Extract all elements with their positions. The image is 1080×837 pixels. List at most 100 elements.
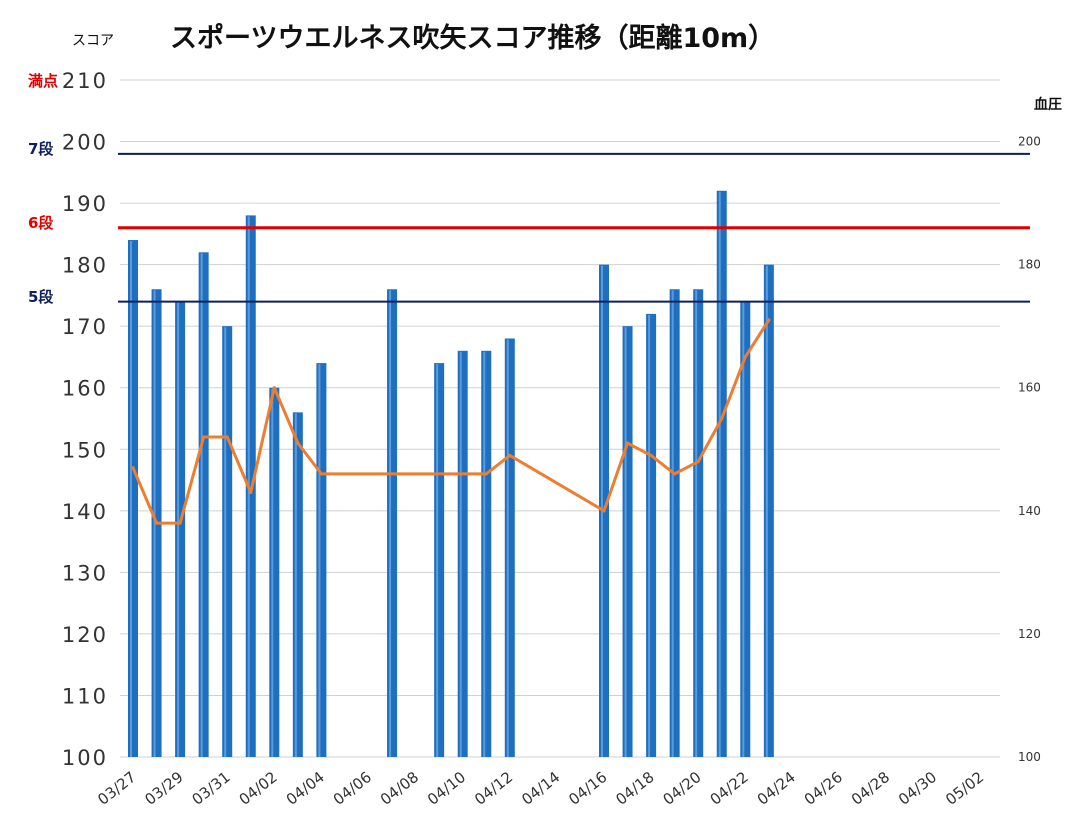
bar-highlight [436,364,439,757]
line-point [649,453,653,458]
line-point [767,318,771,322]
y-right-tick-label: 140 [1018,504,1041,518]
bar-highlight [294,413,297,757]
y-left-tick-label: 120 [62,623,108,647]
bar-highlight [459,351,462,757]
x-tick-label: 04/06 [330,768,375,809]
line-point [508,453,512,458]
reference-line-label: 7段 [28,139,54,158]
line-point [154,521,159,525]
y-right-tick-label: 180 [1018,258,1041,272]
bar [222,326,233,757]
bar [622,326,633,757]
y-left-tick-label: 140 [62,500,108,524]
x-tick-label: 04/10 [424,768,469,809]
bar [693,289,704,757]
bar-highlight [671,290,674,757]
bar-highlight [718,191,721,758]
bar [646,313,657,757]
bar-highlight [200,253,203,757]
bar [504,338,515,757]
reference-line-label: 満点 [28,72,59,90]
bar [716,190,727,758]
bar-highlight [389,290,392,757]
bar [740,301,751,757]
x-tick-label: 04/18 [612,768,657,809]
line-point [296,441,300,445]
bar-highlight [271,388,274,757]
y-left-tick-label: 150 [62,438,108,462]
bar-highlight [695,290,698,757]
y-left-tick-label: 160 [62,377,108,401]
x-tick-label: 04/08 [377,768,422,809]
bar-highlight [224,327,227,757]
y-left-tick-label: 100 [62,746,108,770]
x-tick-label: 04/02 [236,768,281,809]
y-right-tick-label: 120 [1018,627,1041,641]
y-right-tick-label: 160 [1018,381,1041,395]
bar-highlight [318,364,321,757]
bar [175,301,186,757]
x-tick-label: 03/27 [94,768,139,809]
y-left-tick-label: 180 [62,254,108,278]
bar [387,289,398,757]
x-tick-label: 04/24 [754,768,799,809]
y-left-tick-label: 170 [62,315,108,339]
x-tick-label: 04/22 [707,768,752,809]
line-point [602,509,606,513]
y-right-tick-label: 200 [1018,135,1041,149]
bar-highlight [153,290,156,757]
bar [128,240,138,757]
x-tick-label: 04/20 [660,768,705,809]
bar-highlight [624,327,627,757]
y-left-tick-label: 200 [62,131,108,155]
line-point [743,355,747,359]
bar [763,264,774,757]
x-tick-label: 03/29 [141,768,186,809]
y-left-tick-label: 130 [62,561,108,585]
bar [316,363,327,757]
bar-highlight [130,241,132,757]
bar [669,289,680,757]
line-point [178,521,182,525]
x-tick-label: 03/31 [189,768,234,809]
bar-highlight [506,339,509,757]
y-left-tick-label: 190 [62,192,108,216]
reference-line-label: 5段 [28,287,54,306]
line-point [249,490,253,494]
reference-line-label: 6段 [28,213,54,232]
bar-highlight [765,265,768,757]
line-point [696,459,700,464]
line-point [202,435,206,439]
bar-highlight [483,351,486,757]
x-tick-label: 04/16 [565,768,610,809]
bar-highlight [648,314,651,757]
chart-title: スポーツウエルネス吹矢スコア推移（距離10m） [170,23,776,54]
line-point [625,441,630,445]
x-tick-label: 04/12 [471,768,516,809]
line-point [673,472,677,476]
bar [292,412,303,757]
y-axis-right-label: 血圧 [1034,97,1062,113]
bar [434,363,445,757]
x-tick-label: 04/04 [283,768,328,809]
x-tick-label: 05/02 [942,768,987,809]
line-point [720,416,724,421]
y-left-tick-label: 110 [62,684,108,708]
bar [269,387,280,757]
y-left-tick-label: 210 [62,69,108,93]
line-point [484,472,488,476]
bar [198,252,209,757]
x-tick-label: 04/26 [801,768,846,809]
x-tick-label: 04/14 [518,768,563,809]
x-tick-label: 04/28 [848,768,893,809]
y-axis-left-label: スコア [72,33,114,49]
line-point [225,435,229,439]
bar-highlight [742,302,745,757]
bar [457,350,468,757]
bar [481,350,492,757]
line-point [131,466,135,470]
line-point [272,386,276,390]
x-tick-label: 04/30 [895,768,940,809]
